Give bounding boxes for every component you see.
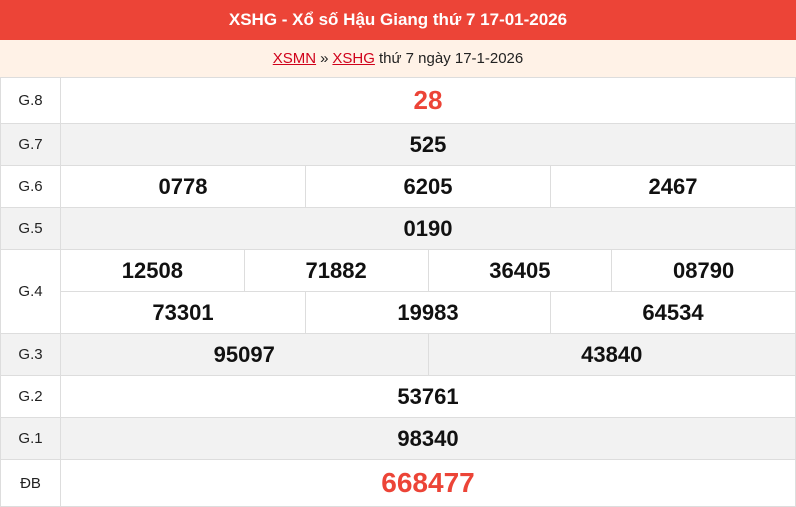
prize-number: 08790	[611, 250, 795, 291]
prize-label: G.6	[0, 165, 61, 208]
prize-row: G.4 12508 71882 36405 08790	[0, 249, 796, 334]
prize-label: G.3	[0, 333, 61, 376]
prize-number: 36405	[427, 250, 612, 291]
prize-label: G.1	[0, 417, 61, 460]
prize-number: 19983	[305, 292, 550, 333]
breadcrumb-separator: »	[320, 50, 329, 67]
results-table: G.8 28 G.7 525 G.6 0778 6205 2467 G.5 0190 G.4 1250…	[0, 77, 796, 507]
prize-row: G.7 525	[0, 123, 796, 166]
prize-number: 53761	[397, 383, 459, 409]
prize-label: G.8	[0, 77, 61, 124]
breadcrumb-text: thứ 7 ngày 17-1-2026	[378, 50, 524, 67]
prize-number: 2467	[550, 166, 795, 207]
prize-row: G.5 0190	[0, 207, 796, 250]
prize-label: G.2	[0, 375, 61, 418]
prize-number: 98340	[397, 425, 459, 451]
breadcrumb-link-xshg[interactable]: XSHG	[332, 50, 375, 67]
prize-number: 28	[413, 85, 443, 115]
prize-label: G.7	[0, 123, 61, 166]
prize-row: G.6 0778 6205 2467	[0, 165, 796, 208]
prize-label: G.5	[0, 207, 61, 250]
prize-number: 43840	[427, 334, 796, 375]
prize-row: G.1 98340	[0, 417, 796, 460]
prize-number: 73301	[152, 299, 214, 325]
prize-row: ĐB 668477	[0, 459, 796, 507]
breadcrumb: XSMN » XSHG thứ 7 ngày 17-1-2026	[0, 40, 796, 77]
prize-row: G.8 28	[0, 77, 796, 124]
prize-number: 64534	[550, 292, 795, 333]
prize-number: 6205	[305, 166, 550, 207]
prize-number: 0190	[403, 215, 453, 241]
prize-row: G.2 53761	[0, 375, 796, 418]
prize-number: 95097	[213, 341, 275, 367]
prize-number: 0778	[158, 173, 208, 199]
page-title: XSHG - Xổ số Hậu Giang thứ 7 17-01-2026	[0, 0, 796, 40]
prize-number: 71882	[243, 250, 428, 291]
prize-number: 668477	[381, 467, 475, 498]
breadcrumb-link-xsmn[interactable]: XSMN	[272, 50, 317, 67]
prize-label: G.4	[0, 249, 61, 334]
prize-number: 525	[409, 131, 447, 157]
prize-label: ĐB	[0, 459, 61, 507]
prize-row: 73301 19983 64534	[1, 291, 796, 334]
prize-row: G.3 95097 43840	[0, 333, 796, 376]
prize-number: 12508	[121, 257, 183, 283]
